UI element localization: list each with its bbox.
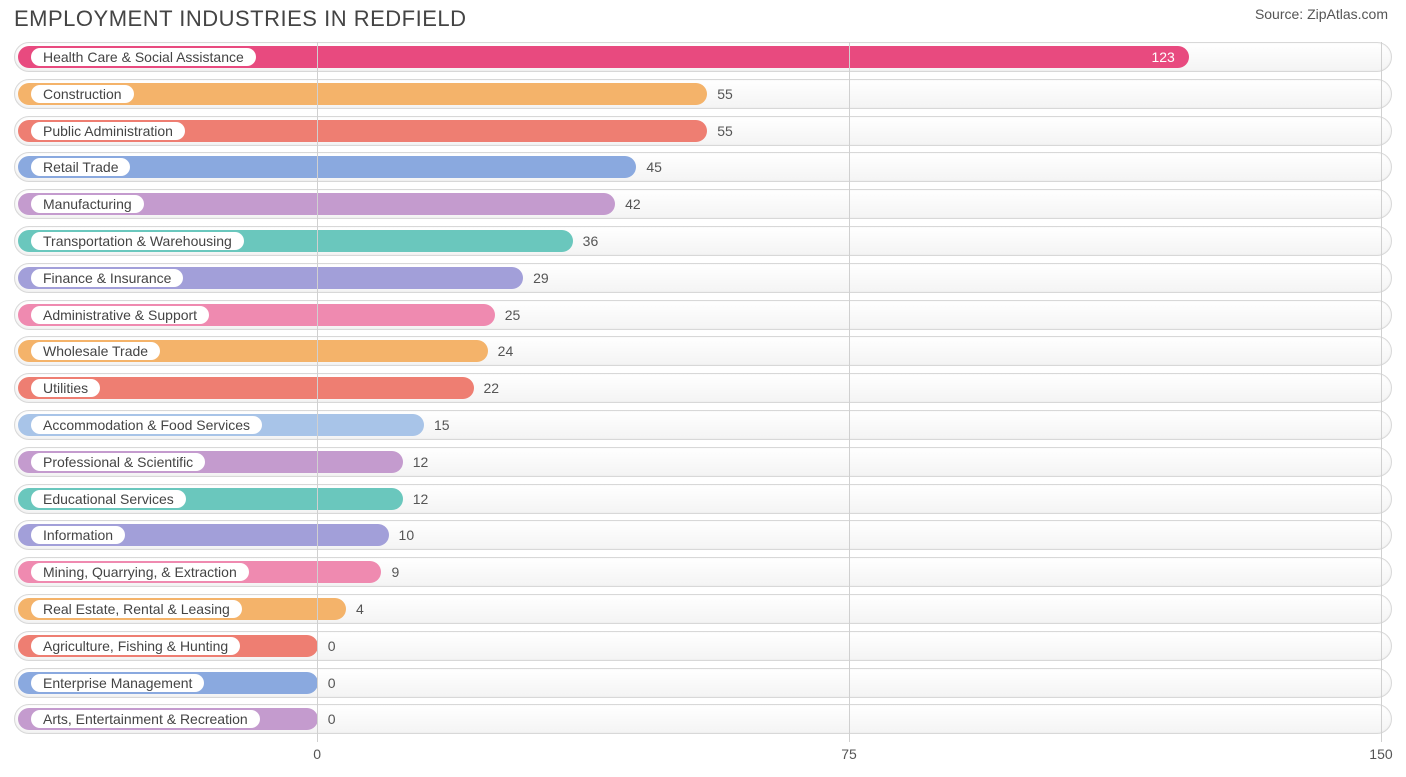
x-axis-tick-label: 150 [1369,746,1392,762]
bar-label: Construction [31,85,134,103]
bar-value: 45 [636,153,662,181]
bar-label: Real Estate, Rental & Leasing [31,600,242,618]
chart-source: Source: ZipAtlas.com [1255,6,1388,22]
bar-row: Educational Services 12 [14,484,1392,514]
chart-plot: Health Care & Social Assistance 123 Constr… [14,42,1392,742]
bar-label: Finance & Insurance [31,269,183,287]
bar-label: Enterprise Management [31,674,204,692]
bar-label: Agriculture, Fishing & Hunting [31,637,240,655]
bar-label: Utilities [31,379,100,397]
bar-row: Accommodation & Food Services 15 [14,410,1392,440]
bar-value: 9 [381,558,399,586]
bar-value: 10 [389,521,415,549]
bar-label: Administrative & Support [31,306,209,324]
bar-row: Manufacturing 42 [14,189,1392,219]
x-axis-tick-label: 0 [313,746,321,762]
bar-row: Public Administration 55 [14,116,1392,146]
bar-label: Health Care & Social Assistance [31,48,256,66]
x-axis: 0 75 150 [14,742,1392,770]
gridline [1381,42,1382,742]
bar-row: Agriculture, Fishing & Hunting 0 [14,631,1392,661]
bar-label: Information [31,526,125,544]
bar-label: Wholesale Trade [31,342,160,360]
bar-value: 25 [495,301,521,329]
bar-value: 123 [1151,43,1174,71]
bar-row: Retail Trade 45 [14,152,1392,182]
bar-label: Retail Trade [31,158,130,176]
bar-label: Mining, Quarrying, & Extraction [31,563,249,581]
bar-row: Professional & Scientific 12 [14,447,1392,477]
bar-value: 4 [346,595,364,623]
bar-row: Information 10 [14,520,1392,550]
bar-row: Wholesale Trade 24 [14,336,1392,366]
bar-label: Accommodation & Food Services [31,416,262,434]
bar-label: Transportation & Warehousing [31,232,244,250]
bar-row: Mining, Quarrying, & Extraction 9 [14,557,1392,587]
bar-value: 15 [424,411,450,439]
bar-row: Construction 55 [14,79,1392,109]
bar-row: Enterprise Management 0 [14,668,1392,698]
x-axis-tick-label: 75 [841,746,857,762]
bar-value: 0 [318,705,336,733]
bar-value: 29 [523,264,549,292]
chart-header: EMPLOYMENT INDUSTRIES IN REDFIELD Source… [0,0,1406,36]
bar-value: 22 [474,374,500,402]
bar-value: 55 [707,117,733,145]
bar-label: Public Administration [31,122,185,140]
bar-value: 0 [318,632,336,660]
bar-row: Health Care & Social Assistance 123 [14,42,1392,72]
bar-value: 42 [615,190,641,218]
bar-label: Arts, Entertainment & Recreation [31,710,260,728]
bar-value: 12 [403,485,429,513]
bar-row: Real Estate, Rental & Leasing 4 [14,594,1392,624]
bar-label: Manufacturing [31,195,144,213]
bar-row: Transportation & Warehousing 36 [14,226,1392,256]
chart-title: EMPLOYMENT INDUSTRIES IN REDFIELD [14,6,467,32]
bar-row: Finance & Insurance 29 [14,263,1392,293]
bar-value: 12 [403,448,429,476]
bar-value: 24 [488,337,514,365]
chart-bars: Health Care & Social Assistance 123 Constr… [14,42,1392,734]
bar-row: Utilities 22 [14,373,1392,403]
bar-value: 0 [318,669,336,697]
bar-label: Educational Services [31,490,186,508]
gridline [317,42,318,742]
bar-value: 36 [573,227,599,255]
gridline [849,42,850,742]
chart-area: Health Care & Social Assistance 123 Constr… [14,42,1392,742]
bar-row: Arts, Entertainment & Recreation 0 [14,704,1392,734]
bar-label: Professional & Scientific [31,453,205,471]
bar-row: Administrative & Support 25 [14,300,1392,330]
bar-value: 55 [707,80,733,108]
